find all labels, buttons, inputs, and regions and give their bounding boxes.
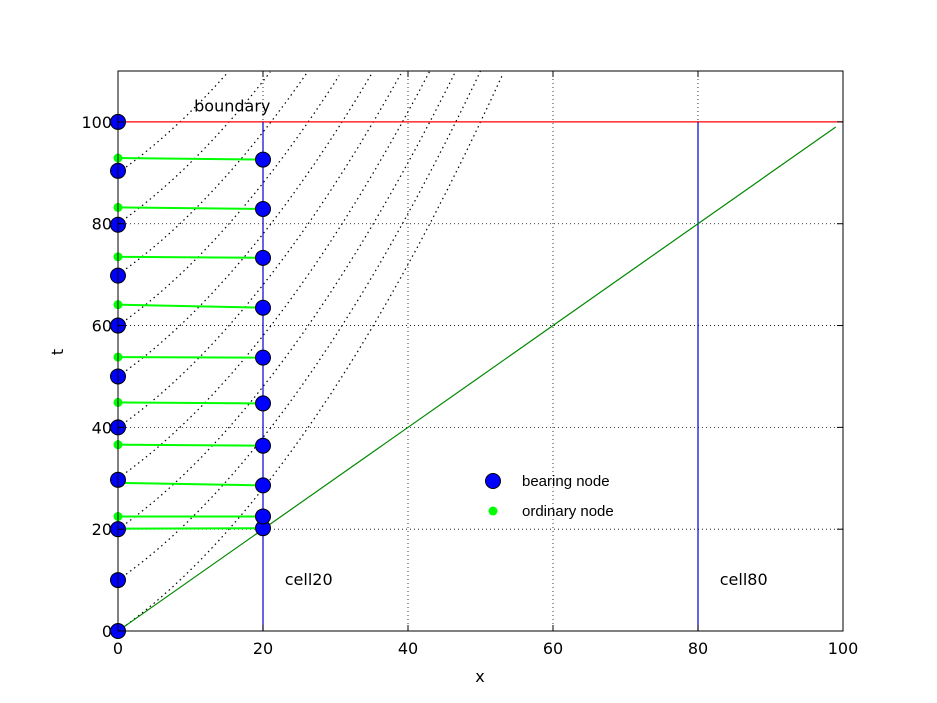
y-axis-ticks: 0 20 40 60 80 100 <box>81 113 843 641</box>
node-link <box>117 255 264 259</box>
legend-marker-bearing <box>485 473 501 489</box>
node-link <box>117 481 264 487</box>
legend: bearing node ordinary node <box>485 473 614 520</box>
legend-marker-ordinary <box>488 506 498 516</box>
bearing-node <box>255 249 271 266</box>
characteristic-curve <box>117 73 228 174</box>
bearing-node <box>255 299 271 316</box>
node-link <box>117 356 264 359</box>
y-tick-label: 80 <box>92 215 112 234</box>
x-tick-label: 80 <box>688 639 708 658</box>
node-link <box>117 527 264 530</box>
bearing-node <box>255 200 271 217</box>
node-link <box>117 157 264 161</box>
characteristic-curve <box>117 75 340 326</box>
x-tick-label: 60 <box>543 639 563 658</box>
node-link <box>117 206 264 210</box>
y-tick-label: 100 <box>81 113 112 132</box>
bearing-node <box>255 395 271 412</box>
diagonal-line-group <box>117 126 837 632</box>
node-link <box>117 401 264 405</box>
annotation-cell80: cell80 <box>720 570 768 589</box>
x-axis-ticks: 0 20 40 60 80 100 <box>113 71 858 658</box>
bearing-node <box>255 151 271 168</box>
x-tick-label: 100 <box>828 639 859 658</box>
characteristic-curve <box>117 73 307 276</box>
x-tick-label: 0 <box>113 639 123 658</box>
legend-label: bearing node <box>522 473 610 490</box>
x-tick-label: 40 <box>398 639 418 658</box>
bearing-node <box>255 349 271 366</box>
y-tick-label: 20 <box>92 520 112 539</box>
annotations: boundary cell20 cell80 <box>194 97 768 589</box>
annotation-cell20: cell20 <box>285 570 333 589</box>
legend-label: ordinary node <box>522 503 614 520</box>
node-links <box>117 157 264 530</box>
characteristic-curve <box>117 74 503 632</box>
bearing-node <box>255 508 271 525</box>
x-axis-label: x <box>475 667 484 686</box>
bearing-node <box>255 477 271 494</box>
y-tick-label: 0 <box>102 622 112 641</box>
diagonal-line <box>117 126 837 632</box>
node-link <box>117 303 264 309</box>
node-link <box>117 443 264 447</box>
y-tick-label: 60 <box>92 317 112 336</box>
y-axis-label: t <box>48 349 67 355</box>
annotation-boundary: boundary <box>194 97 270 116</box>
characteristic-curve <box>117 73 402 428</box>
plot-background <box>118 71 843 631</box>
bearing-node <box>255 437 271 454</box>
plot-frame <box>117 70 844 632</box>
x-tick-label: 20 <box>253 639 273 658</box>
characteristic-curve <box>117 73 373 377</box>
y-tick-label: 40 <box>92 418 112 437</box>
